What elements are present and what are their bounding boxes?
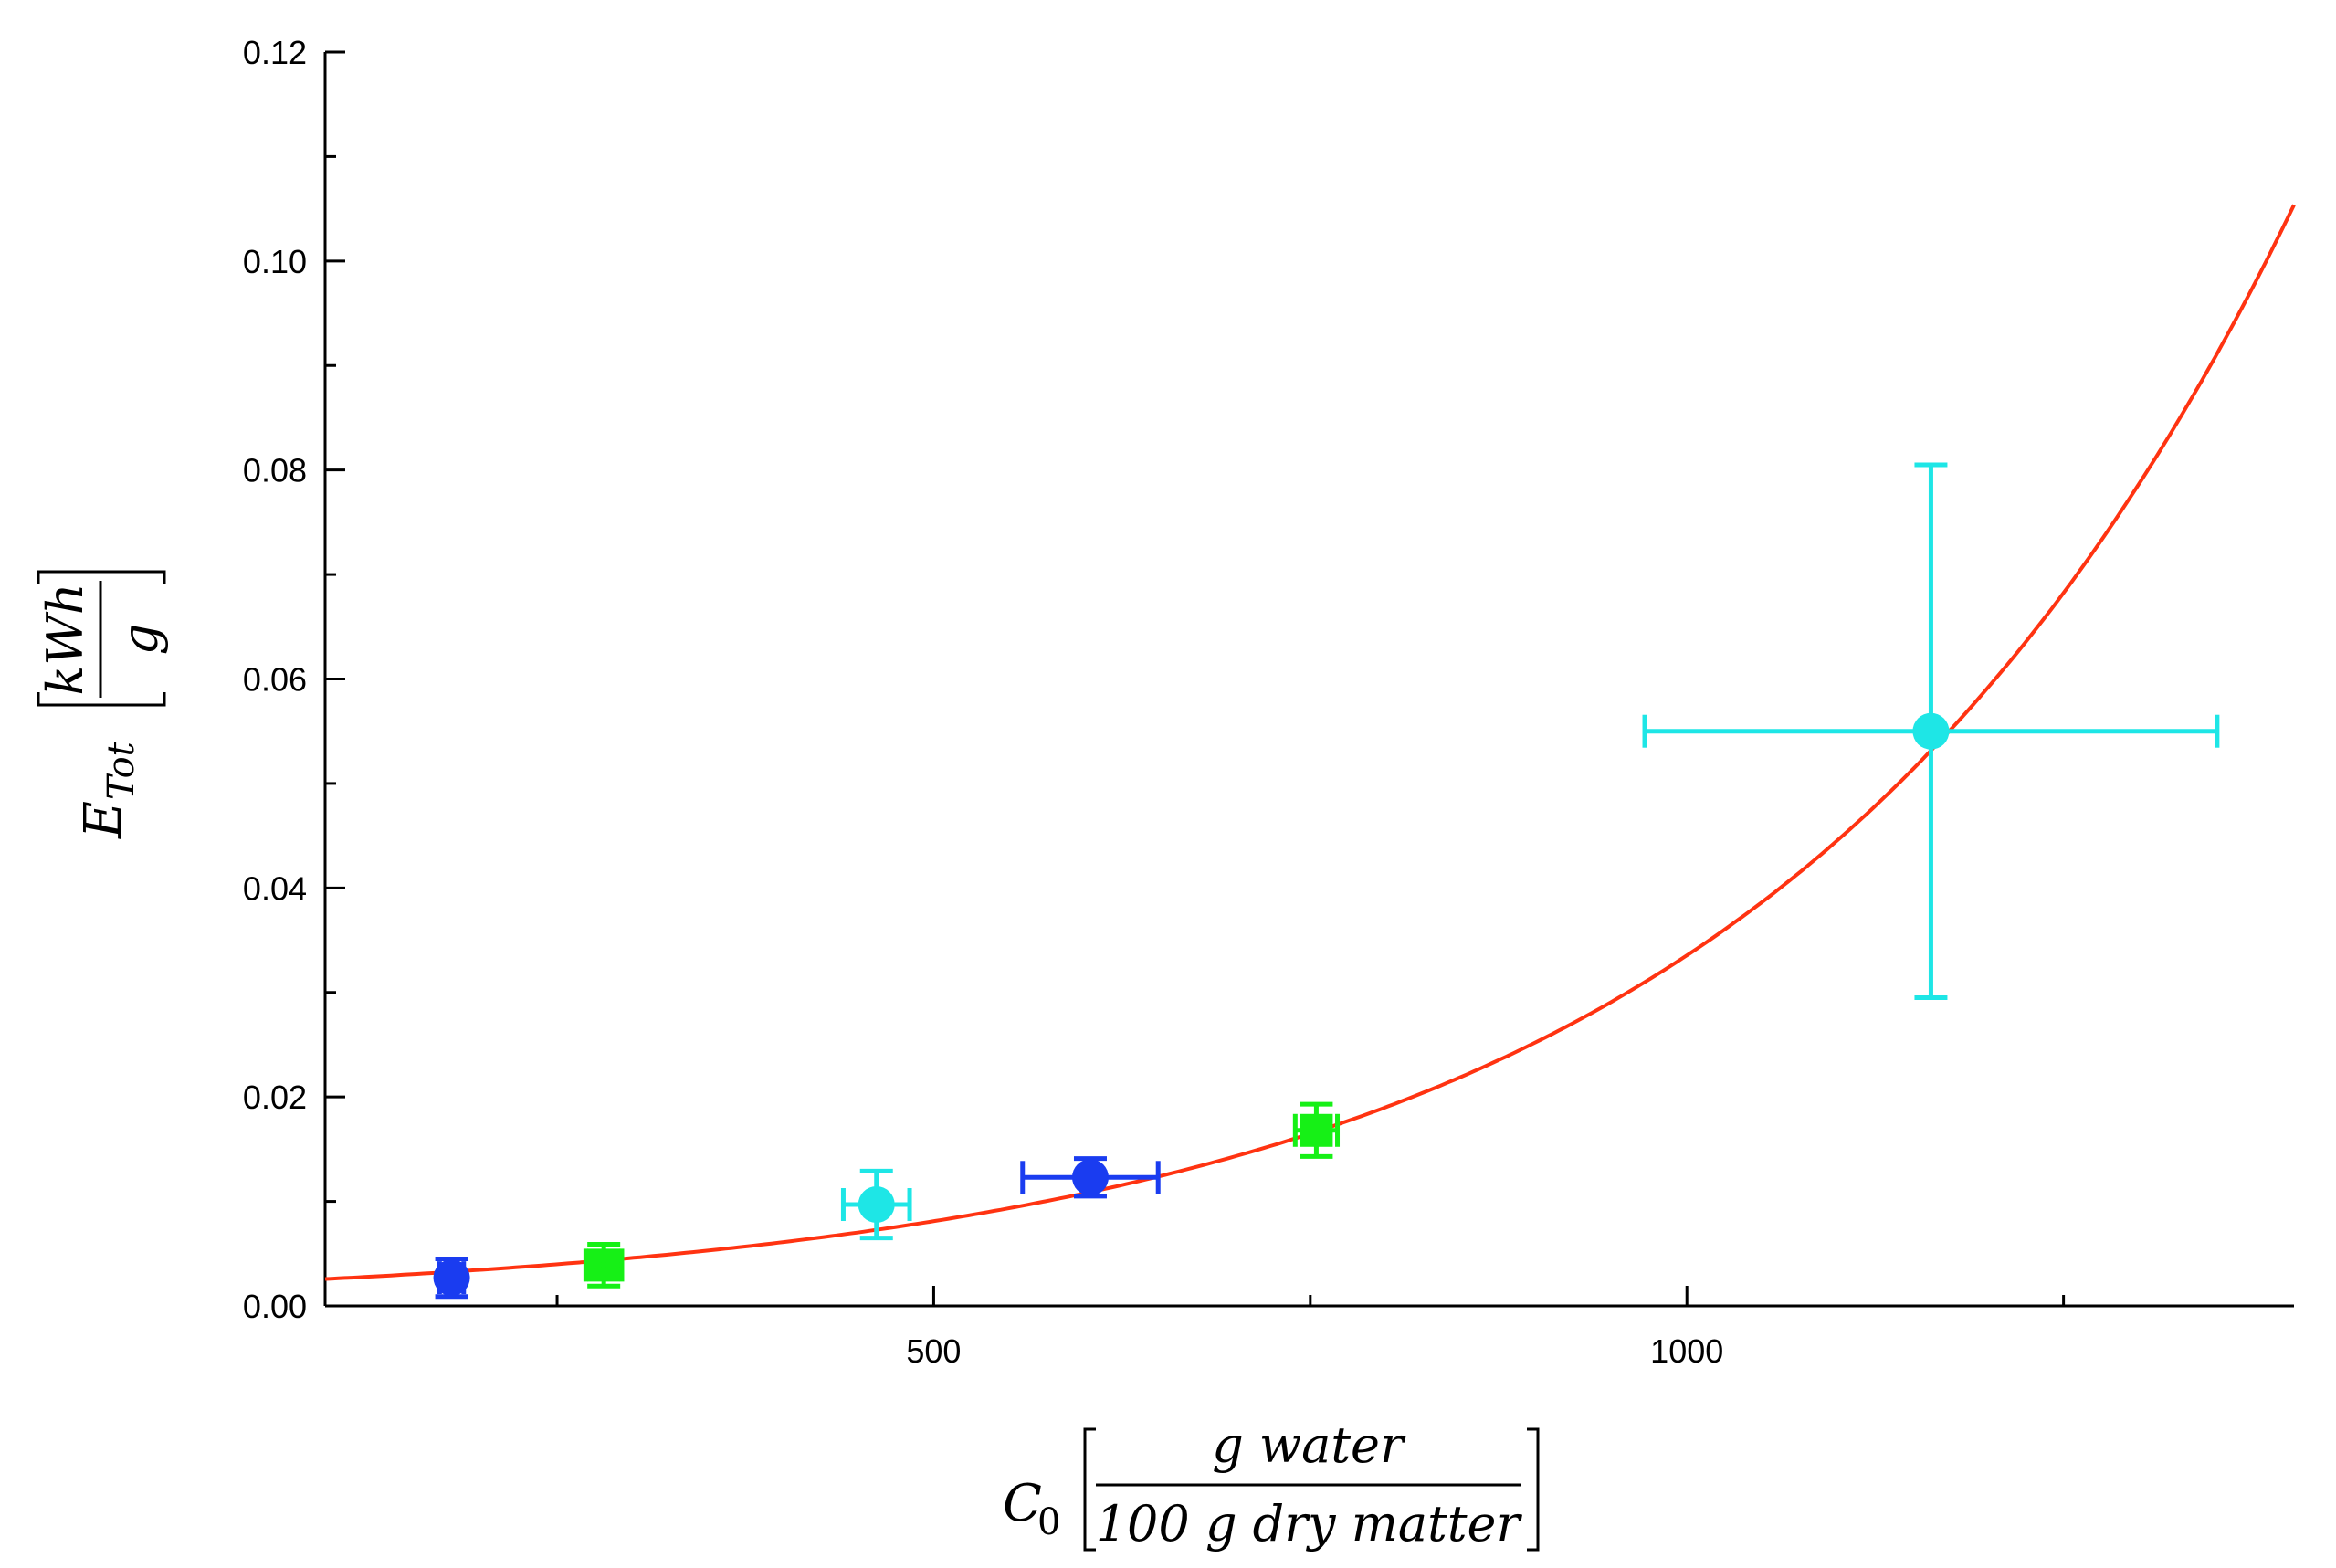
x-axis-label: C 0 g water 100 g dry matter	[1003, 1416, 1540, 1552]
data-point	[840, 1168, 912, 1241]
x-label-numerator: g water	[1212, 1416, 1406, 1474]
x-label-left-bracket	[1083, 1427, 1096, 1552]
y-label-denominator: g	[111, 624, 169, 656]
x-label-right-bracket	[1527, 1427, 1540, 1552]
y-tick-label: 0.08	[243, 452, 307, 489]
x-label-symbol: C	[1003, 1474, 1042, 1533]
y-label-subscript: Tot	[100, 741, 142, 800]
y-label-numerator: kWh	[37, 583, 94, 695]
data-point	[1642, 462, 2220, 1000]
x-tick-label: 1000	[1650, 1332, 1723, 1370]
y-label-right-bracket	[37, 570, 166, 584]
ticks: 0.00 0.02 0.04 0.06 0.08 0.10 0.12 500 1000	[243, 34, 2066, 1370]
data-point	[1020, 1156, 1161, 1199]
y-tick-label: 0.10	[243, 243, 307, 280]
data-points	[433, 462, 2220, 1300]
y-tick-label: 0.04	[243, 869, 307, 907]
y-label-left-bracket	[37, 692, 166, 707]
y-axis-label: E Tot kWh g	[37, 570, 169, 839]
y-tick-label: 0.02	[243, 1079, 307, 1116]
data-point	[583, 1241, 625, 1289]
y-tick-label: 0.06	[243, 661, 307, 699]
y-label-symbol: E	[74, 801, 133, 839]
x-tick-label: 500	[906, 1332, 961, 1370]
x-label-subscript: 0	[1037, 1501, 1060, 1543]
data-point	[433, 1257, 470, 1300]
x-label-denominator: 100 g dry matter	[1096, 1495, 1523, 1552]
data-point	[1292, 1101, 1341, 1159]
y-tick-label: 0.00	[243, 1288, 307, 1325]
y-tick-label: 0.12	[243, 34, 307, 71]
